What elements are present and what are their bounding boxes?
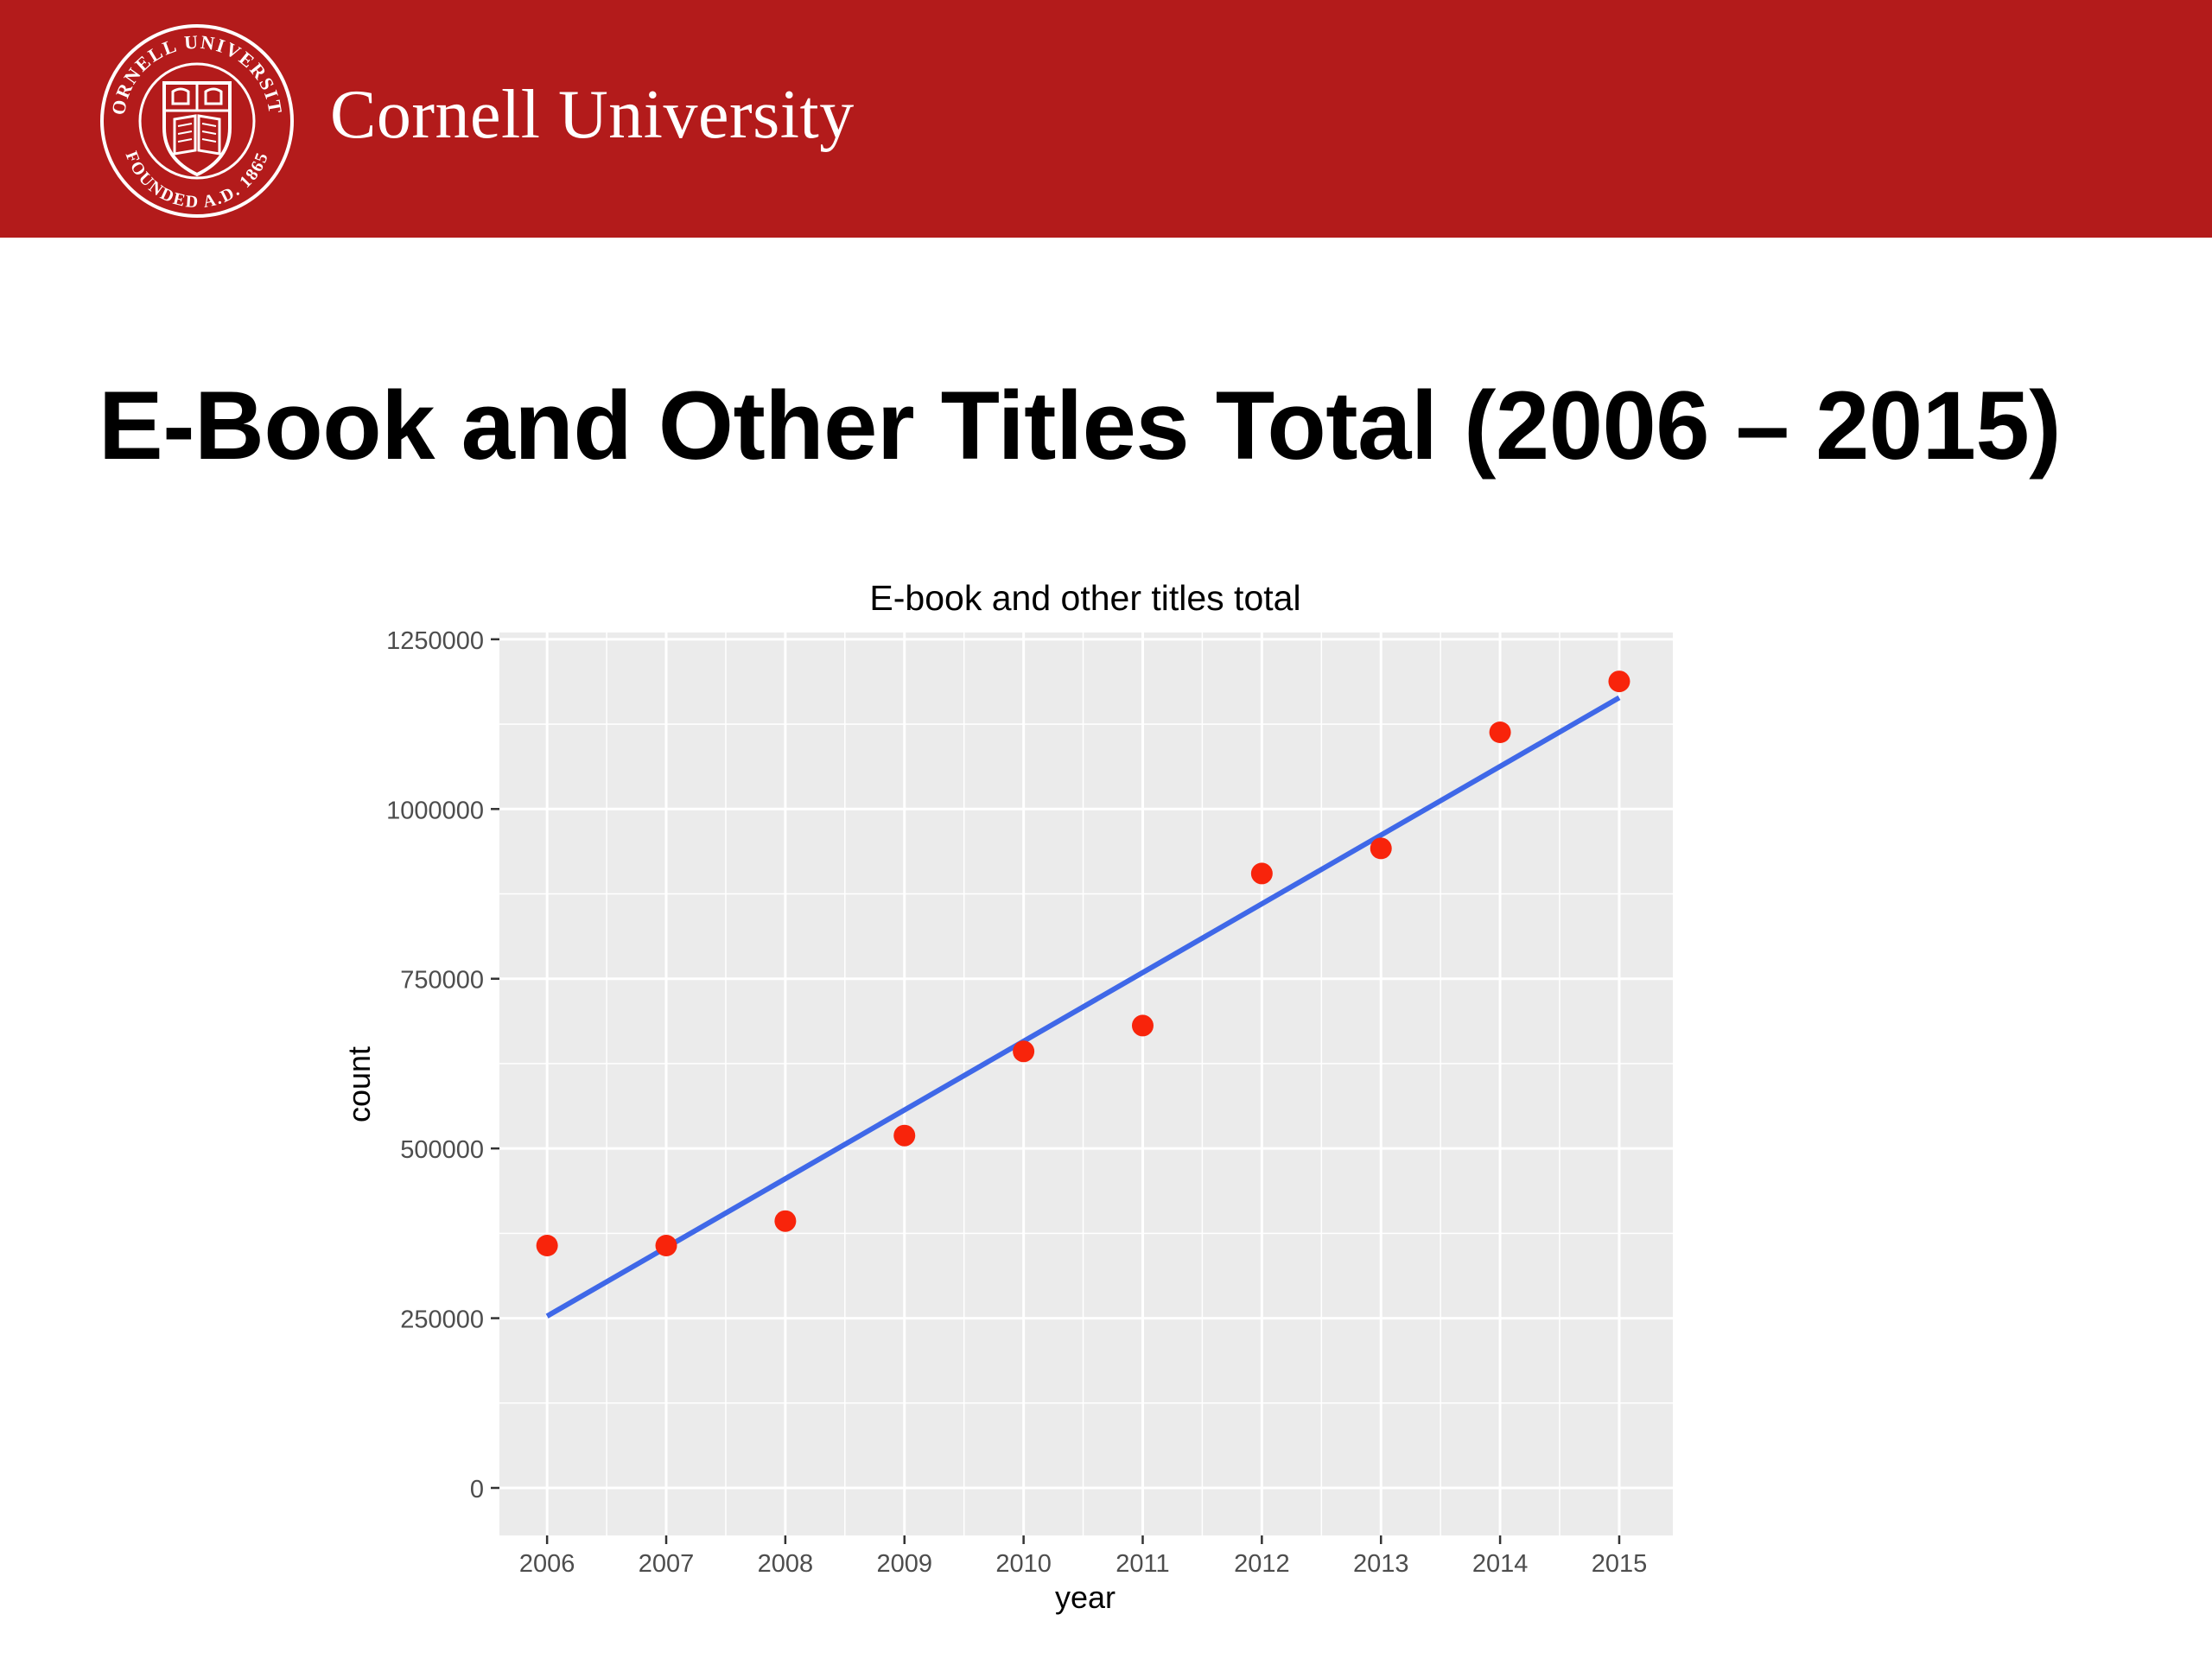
- data-point: [655, 1235, 677, 1256]
- data-point: [1013, 1040, 1035, 1063]
- data-points: [536, 671, 1630, 1256]
- y-tick-label: 500000: [400, 1136, 484, 1164]
- data-point: [1131, 1014, 1154, 1037]
- y-axis-label: count: [341, 1046, 377, 1122]
- svg-text:FOUNDED A.D. 1865: FOUNDED A.D. 1865: [122, 149, 273, 212]
- x-tick-label: 2011: [1116, 1550, 1169, 1578]
- x-axis-label: year: [1055, 1580, 1116, 1615]
- trend-line: [545, 695, 1621, 1319]
- x-tick-label: 2012: [1234, 1550, 1290, 1578]
- data-point: [536, 1235, 558, 1256]
- y-tick-label: 0: [470, 1476, 484, 1503]
- y-tick-label: 250000: [400, 1306, 484, 1334]
- data-point: [1608, 671, 1630, 693]
- data-point: [1489, 721, 1511, 743]
- x-tick-label: 2015: [1592, 1550, 1648, 1578]
- data-point: [774, 1210, 797, 1232]
- y-tick-label: 1250000: [386, 627, 484, 655]
- trend-line-group: [545, 695, 1621, 1319]
- university-wordmark: Cornell University: [330, 77, 855, 153]
- x-tick-label: 2013: [1353, 1550, 1409, 1578]
- x-axis: 2006 2007 2008 2009 2010 2011 2012 2013 2014 2015: [519, 1535, 1647, 1578]
- seal-top-text: CORNELL UNIVERSITY: [97, 21, 285, 117]
- cornell-seal-icon: CORNELL UNIVERSITY FOUNDED A.D. 1865: [97, 21, 294, 218]
- slide-title: E-Book and Other Titles Total (2006 – 20…: [99, 372, 2062, 480]
- x-tick-label: 2007: [639, 1550, 695, 1578]
- chart-title: E-book and other titles total: [869, 578, 1300, 618]
- chart-container: 0 250000 500000 750000 1000000 1250000 2006 20…: [0, 553, 2212, 1659]
- data-point: [893, 1124, 916, 1147]
- data-point: [1250, 862, 1273, 885]
- x-tick-label: 2010: [995, 1550, 1052, 1578]
- header-bar: CORNELL UNIVERSITY FOUNDED A.D. 1865 Cor…: [0, 0, 2212, 238]
- y-tick-label: 1000000: [386, 797, 484, 824]
- x-tick-label: 2006: [519, 1550, 575, 1578]
- y-axis: 0 250000 500000 750000 1000000 1250000: [386, 627, 499, 1503]
- plot-panel: [499, 632, 1673, 1535]
- svg-text:CORNELL UNIVERSITY: CORNELL UNIVERSITY: [97, 21, 287, 117]
- data-point: [1370, 837, 1392, 860]
- x-tick-label: 2014: [1472, 1550, 1529, 1578]
- x-tick-label: 2008: [758, 1550, 814, 1578]
- major-gridlines: [499, 632, 1673, 1535]
- x-tick-label: 2009: [876, 1550, 932, 1578]
- minor-gridlines: [499, 632, 1673, 1535]
- y-tick-label: 750000: [400, 967, 484, 995]
- seal-bottom-text: FOUNDED A.D. 1865: [122, 149, 271, 212]
